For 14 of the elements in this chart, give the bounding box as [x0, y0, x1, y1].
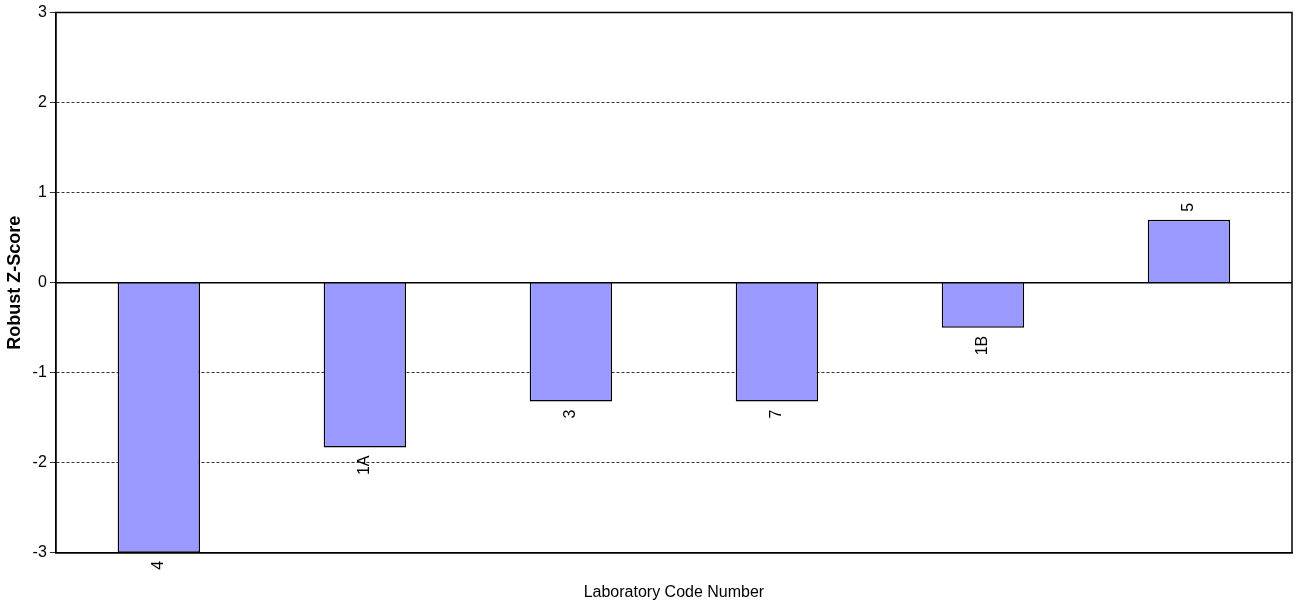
y-tick-label: -2	[32, 453, 47, 471]
y-axis-title: Robust Z-Score	[3, 215, 24, 350]
x-tick-label: 1A	[355, 455, 373, 476]
y-tick-label: -3	[32, 543, 47, 561]
y-tick-label: -1	[32, 363, 47, 381]
y-tick-label: 2	[37, 93, 47, 111]
x-tick-label: 5	[1179, 202, 1197, 212]
x-tick-label: 1B	[973, 335, 991, 356]
x-tick-label: 7	[767, 409, 785, 419]
y-tick-label: 0	[37, 273, 47, 291]
x-axis-title: Laboratory Code Number	[583, 582, 765, 600]
x-tick-label: 4	[149, 560, 167, 570]
y-tick-label: 3	[37, 3, 47, 21]
y-tick-label: 1	[37, 183, 47, 201]
